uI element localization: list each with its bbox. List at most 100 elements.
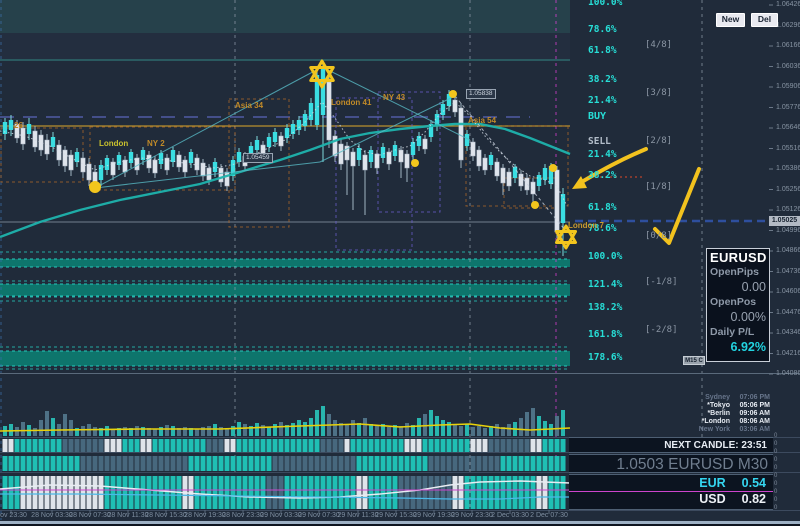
strip-bar (128, 439, 134, 452)
volume-bar (81, 426, 85, 436)
candle-body (356, 148, 362, 160)
fib-level-label: 61.8% (588, 45, 617, 56)
strip-bar (356, 439, 362, 452)
market-sessions: Sydney 07:06 PM *Tokyo 05:06 PM *Berlin 09:06… (620, 394, 770, 434)
strip-bar (296, 456, 302, 471)
volume-bar (45, 411, 49, 436)
fib-level-label: 78.6% (588, 24, 617, 35)
strip-bar (254, 439, 260, 452)
strip-bar (194, 476, 200, 509)
strip-bar (206, 439, 212, 452)
candle-body (524, 177, 530, 191)
strip-bar (500, 456, 506, 471)
strip-bar (218, 439, 224, 452)
del-button[interactable]: Del (751, 13, 778, 27)
volume-bar (357, 423, 361, 436)
strip-bar (176, 439, 182, 452)
strip-bar (128, 476, 134, 509)
volume-bar (447, 422, 451, 436)
volume-bar (261, 425, 265, 436)
candle-body (500, 167, 506, 184)
subwindow-zero-label: 0 (774, 489, 778, 495)
strip-bar (404, 456, 410, 471)
candle-body (212, 162, 218, 172)
volume-bar (363, 418, 367, 436)
strip-bar (314, 456, 320, 471)
strip-bar (158, 476, 164, 509)
volume-bar (63, 414, 67, 436)
candle-body (338, 143, 344, 165)
strip-bar (434, 439, 440, 452)
volume-bar (315, 410, 319, 436)
volume-bar (183, 427, 187, 436)
strip-bar (338, 456, 344, 471)
strip-bar (380, 456, 386, 471)
strip-bar (464, 439, 470, 452)
volume-bar (297, 420, 301, 436)
volume-bar (93, 427, 97, 436)
strip-bar (416, 476, 422, 509)
strip-bar (296, 439, 302, 452)
volume-bar (135, 426, 139, 436)
strip-bar (134, 456, 140, 471)
trend-line (321, 66, 471, 141)
strip-bar (434, 476, 440, 509)
strip-bar (278, 456, 284, 471)
volume-bar (477, 426, 481, 436)
strip-bar (368, 439, 374, 452)
strip-bar (200, 476, 206, 509)
strip-bar (326, 439, 332, 452)
price-axis-label: 1.04606 (776, 288, 800, 295)
strip-bar (152, 476, 158, 509)
strip-bar (476, 476, 482, 509)
strip-bar (278, 476, 284, 509)
candle-body (284, 128, 290, 138)
dashed-trend-line (454, 95, 566, 231)
timeframe-chip[interactable]: M15 C (683, 356, 705, 365)
strip-bar (188, 476, 194, 509)
strip-bar (440, 476, 446, 509)
strip-bar (284, 456, 290, 471)
volume-bar (225, 428, 229, 436)
strip-bar (80, 456, 86, 471)
strip-bar (116, 456, 122, 471)
strip-bar (20, 456, 26, 471)
currency-label: USD (699, 492, 726, 506)
strip-bar (44, 439, 50, 452)
strip-bar (176, 456, 182, 471)
strip-bar (344, 476, 350, 509)
strip-bar (86, 476, 92, 509)
volume-bar (351, 420, 355, 436)
strip-bar (374, 439, 380, 452)
strip-bar (164, 439, 170, 452)
candle-body (416, 136, 422, 146)
new-button[interactable]: New (716, 13, 745, 27)
time-axis-label: 29 Nov 07:30 (298, 512, 340, 519)
strip-bar (326, 476, 332, 509)
strip-bar (308, 439, 314, 452)
strip-bar (14, 476, 20, 509)
session-name: Sydney (705, 394, 730, 401)
strip-bar (128, 456, 134, 471)
strip-bar (200, 456, 206, 471)
next-candle-bar: NEXT CANDLE: 23:51 (569, 437, 773, 453)
volume-bar (177, 428, 181, 436)
candle-body (506, 171, 512, 187)
strip-bar (68, 476, 74, 509)
strip-bar (284, 476, 290, 509)
price-axis-label: 1.05516 (776, 144, 800, 152)
strip-bar (314, 439, 320, 452)
strip-bar (452, 439, 458, 452)
volume-bar (189, 428, 193, 436)
price-axis-label: 1.05256 (776, 185, 800, 193)
strip-bar (428, 476, 434, 509)
horizontal-scrollbar[interactable] (0, 521, 800, 524)
swing-point-dot (549, 164, 557, 172)
strip-bar (314, 476, 320, 509)
strip-bar (308, 456, 314, 471)
strip-bar (194, 439, 200, 452)
subwindow-zero-label: 0 (774, 465, 778, 471)
strip-bar (380, 476, 386, 509)
strip-bar (104, 456, 110, 471)
